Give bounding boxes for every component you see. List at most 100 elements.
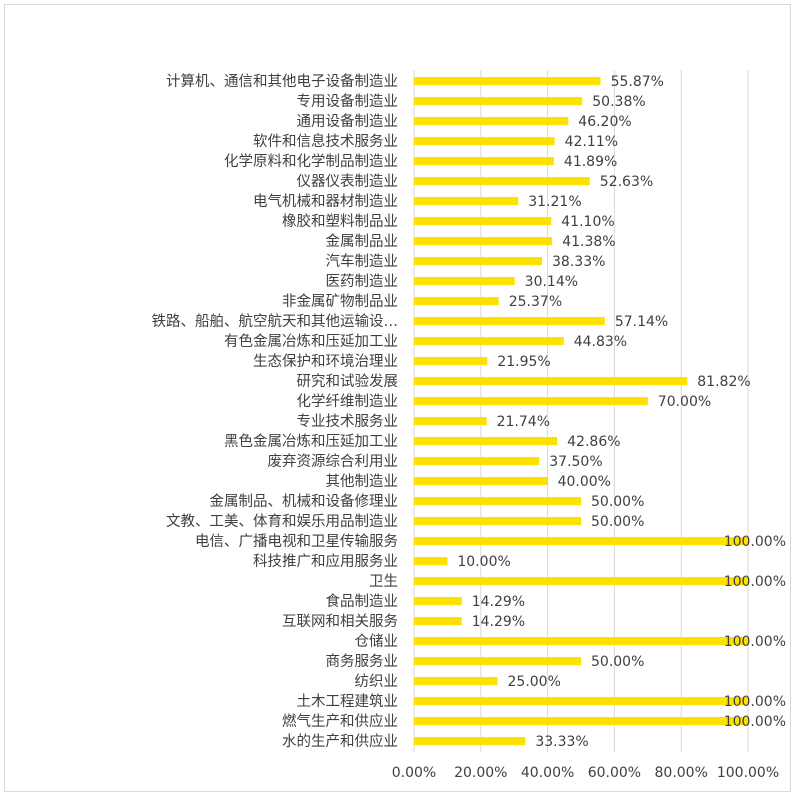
value-label: 50.00% — [591, 654, 644, 670]
category-label: 汽车制造业 — [326, 253, 399, 270]
category-label: 电信、广播电视和卫星传输服务 — [195, 533, 398, 550]
category-label: 软件和信息技术服务业 — [253, 133, 398, 150]
value-label: 14.29% — [472, 594, 525, 610]
value-label: 21.74% — [497, 414, 550, 430]
category-label: 非金属矿物制品业 — [282, 293, 398, 310]
bar — [414, 317, 605, 325]
value-label: 30.14% — [525, 274, 578, 290]
x-tick-label: 0.00% — [392, 765, 436, 781]
value-label: 41.10% — [561, 214, 614, 230]
category-labels: 计算机、通信和其他电子设备制造业专用设备制造业通用设备制造业软件和信息技术服务业… — [152, 73, 399, 750]
bar — [414, 637, 748, 645]
x-tick-label: 40.00% — [521, 765, 574, 781]
value-label: 21.95% — [497, 354, 550, 370]
value-label: 25.37% — [509, 294, 562, 310]
value-label: 50.00% — [591, 494, 644, 510]
category-label: 电气机械和器材制造业 — [253, 193, 398, 210]
bar — [414, 537, 748, 545]
bar — [414, 357, 488, 365]
value-label: 70.00% — [658, 394, 711, 410]
category-label: 研究和试验发展 — [297, 373, 399, 390]
category-label: 专用设备制造业 — [297, 93, 399, 110]
value-label: 100.00% — [724, 574, 786, 590]
value-label: 10.00% — [457, 554, 510, 570]
bar — [414, 157, 554, 165]
bar — [414, 597, 462, 605]
category-label: 医药制造业 — [326, 273, 399, 290]
bar — [414, 257, 543, 265]
category-label: 商务服务业 — [326, 653, 399, 670]
bar — [414, 457, 540, 465]
bar — [414, 677, 498, 685]
bar — [414, 617, 462, 625]
category-label: 铁路、船舶、航空航天和其他运输设… — [152, 313, 399, 330]
value-label: 41.89% — [564, 154, 617, 170]
value-label: 55.87% — [611, 74, 664, 90]
x-tick-label: 80.00% — [655, 765, 708, 781]
category-label: 废弃资源综合利用业 — [268, 453, 399, 470]
x-tick-label: 20.00% — [454, 765, 507, 781]
value-label: 50.00% — [591, 514, 644, 530]
category-label: 卫生 — [369, 573, 398, 590]
bar — [414, 77, 601, 85]
bar — [414, 97, 583, 105]
category-label: 食品制造业 — [326, 593, 399, 610]
category-label: 仪器仪表制造业 — [297, 173, 399, 190]
bar — [414, 737, 526, 745]
value-label: 42.11% — [565, 134, 618, 150]
bar — [414, 397, 648, 405]
x-tick-label: 60.00% — [588, 765, 641, 781]
bar — [414, 117, 569, 125]
bar — [414, 177, 590, 185]
bar — [414, 417, 487, 425]
value-label: 42.86% — [567, 434, 620, 450]
category-label: 互联网和相关服务 — [282, 613, 398, 630]
value-label: 100.00% — [724, 694, 786, 710]
chart-frame — [4, 4, 791, 792]
value-label: 37.50% — [549, 454, 602, 470]
category-label: 生态保护和环境治理业 — [253, 352, 398, 370]
value-label: 31.21% — [528, 194, 581, 210]
x-axis-ticks: 0.00% 20.00% 40.00% 60.00% 80.00% 100.00% — [392, 765, 779, 781]
category-label: 文教、工美、体育和娱乐用品制造业 — [166, 513, 398, 530]
value-label: 57.14% — [615, 314, 668, 330]
value-label: 81.82% — [697, 374, 750, 390]
value-labels: 55.87% 50.38% 46.20% 42.11% 41.89% 52.63% 31.2… — [457, 74, 786, 750]
category-label: 金属制品、机械和设备修理业 — [210, 493, 399, 510]
value-label: 46.20% — [578, 114, 631, 130]
x-tick-label: 100.00% — [717, 765, 779, 781]
bar — [414, 697, 748, 705]
category-label: 其他制造业 — [326, 473, 399, 490]
value-label: 50.38% — [592, 94, 645, 110]
category-label: 橡胶和塑料制品业 — [282, 213, 398, 230]
category-label: 黑色金属冶炼和压延加工业 — [224, 433, 398, 450]
value-label: 14.29% — [472, 614, 525, 630]
bar — [414, 377, 688, 385]
bar — [414, 197, 519, 205]
bar — [414, 717, 748, 725]
bars — [414, 77, 748, 745]
bar — [414, 477, 548, 485]
value-label: 44.83% — [574, 334, 627, 350]
category-label: 有色金属冶炼和压延加工业 — [224, 333, 398, 350]
category-label: 科技推广和应用服务业 — [253, 552, 398, 570]
category-label: 土木工程建筑业 — [297, 693, 399, 710]
bar — [414, 657, 581, 665]
value-label: 100.00% — [724, 634, 786, 650]
bar — [414, 557, 448, 565]
bar — [414, 277, 515, 285]
category-label: 化学原料和化学制品制造业 — [224, 153, 398, 170]
bar — [414, 237, 553, 245]
category-label: 专业技术服务业 — [297, 413, 399, 430]
value-label: 33.33% — [535, 734, 588, 750]
bar — [414, 217, 552, 225]
bar — [414, 137, 555, 145]
bar — [414, 497, 581, 505]
value-label: 52.63% — [600, 174, 653, 190]
category-label: 通用设备制造业 — [297, 113, 399, 130]
category-label: 金属制品业 — [326, 233, 399, 250]
bar — [414, 437, 558, 445]
category-label: 仓储业 — [355, 633, 399, 650]
grid-lines — [413, 70, 749, 752]
